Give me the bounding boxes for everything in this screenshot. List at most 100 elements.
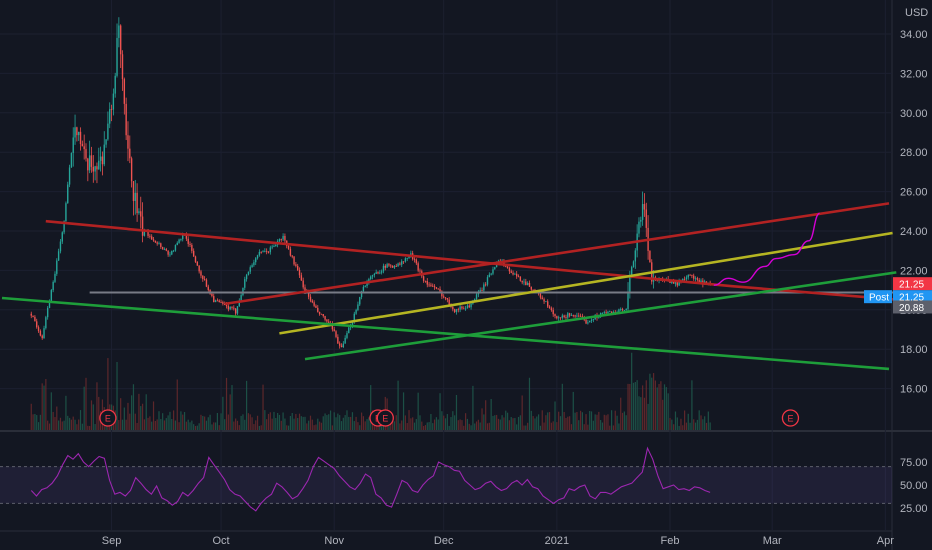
candle-body [216, 300, 219, 302]
volume-bar [171, 418, 173, 430]
volume-bar [612, 425, 615, 430]
candle-body [672, 280, 675, 284]
candles [30, 17, 711, 349]
candle-body [422, 276, 425, 281]
volume-bar [558, 411, 560, 430]
volume-bar [629, 383, 631, 430]
price-label-bg [893, 300, 932, 314]
candle-body [481, 290, 483, 291]
candle-body [441, 291, 443, 297]
candle-body [229, 307, 231, 310]
candle-body [567, 313, 569, 318]
candle-body [309, 296, 312, 301]
candle-body [63, 221, 65, 233]
candle-body [413, 259, 416, 260]
candle-body [222, 302, 224, 304]
candle-body [300, 275, 303, 281]
volume-bar [426, 422, 428, 430]
volume-bar [348, 416, 350, 430]
candle-body [240, 295, 242, 301]
volume-bar [92, 404, 94, 430]
candle-body [428, 284, 430, 286]
volume-bar [189, 422, 191, 430]
time-tick-label: Nov [324, 535, 344, 547]
candle-body [629, 275, 631, 292]
volume-bar [424, 425, 427, 430]
candle-body [495, 263, 498, 268]
candle-body [453, 309, 456, 312]
volume-bar [382, 425, 385, 430]
volume-bar [470, 425, 472, 430]
earnings-marker: E [376, 409, 394, 427]
candle-body [592, 319, 595, 321]
volume-bar [468, 423, 470, 430]
volume-bar [342, 417, 344, 430]
price-tick-label: 32.00 [900, 68, 928, 80]
candle-body [50, 290, 53, 303]
volume-bar [452, 411, 454, 430]
candle-body [143, 230, 146, 236]
candle-body [32, 315, 34, 317]
candle-body [203, 279, 206, 280]
candle-body [393, 266, 396, 268]
candle-body [30, 313, 32, 316]
price-label-bg [893, 277, 932, 291]
volume-bar [32, 414, 34, 430]
candle-body [601, 312, 604, 314]
volume-bar [59, 417, 62, 430]
volume-bar [638, 396, 640, 430]
volume-bar [360, 412, 363, 430]
time-tick-label: 2021 [545, 535, 569, 547]
candle-body [678, 281, 680, 286]
candle-body [641, 204, 644, 220]
volume-bar [337, 413, 339, 430]
volume-bar [87, 425, 89, 430]
candle-body [379, 272, 381, 274]
volume-bar [693, 419, 695, 430]
volume-bar [90, 400, 93, 430]
volume-bar [652, 373, 655, 430]
candle-body [244, 279, 246, 288]
volume-bar [107, 358, 109, 430]
trendline [304, 271, 897, 361]
candle-body [225, 304, 228, 306]
candle-body [543, 299, 545, 302]
candle-body [134, 192, 136, 201]
candle-body [640, 219, 642, 222]
candle-body [618, 309, 620, 313]
candle-body [81, 144, 84, 147]
volume-bar [689, 422, 691, 430]
volume-bar [225, 377, 228, 430]
volume-bar [266, 419, 268, 430]
candle-body [138, 211, 140, 214]
candle-body [395, 266, 397, 267]
price-tick-label: 34.00 [900, 29, 928, 41]
candle-body [344, 337, 346, 344]
volume-bar [163, 420, 166, 430]
volume-bar [304, 416, 306, 430]
volume-bar [512, 418, 514, 430]
volume-bar [623, 411, 625, 430]
volume-bar [548, 412, 551, 430]
volume-bar [656, 387, 658, 430]
volume-bar [233, 421, 235, 430]
candle-body [160, 243, 162, 248]
volume-bar [227, 414, 229, 430]
volume-bar [479, 422, 481, 430]
candle-body [67, 184, 69, 204]
volume-bar [435, 417, 437, 430]
volume-bar [34, 413, 36, 430]
candle-body [260, 251, 262, 253]
candle-body [185, 235, 188, 239]
price-label: 20.88 [899, 303, 924, 314]
volume-bar [282, 412, 284, 430]
candle-body [45, 317, 47, 329]
candle-body [486, 277, 489, 285]
candle-body [605, 312, 607, 314]
candle-body [264, 251, 266, 252]
candle-body [572, 315, 574, 317]
candle-body [645, 209, 647, 228]
candle-body [136, 192, 138, 214]
projection-path [713, 212, 821, 286]
